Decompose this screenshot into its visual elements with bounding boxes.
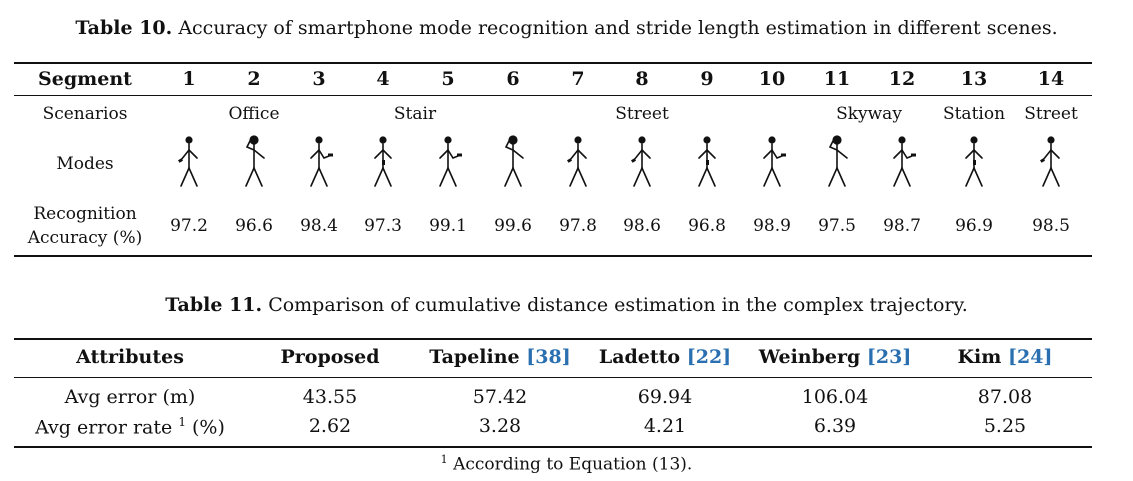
accuracy-value: 98.9	[753, 216, 791, 236]
segment-number: 1	[182, 68, 196, 90]
table10-header-rule	[14, 95, 1092, 96]
tapeline-header: Tapeline [38]	[415, 346, 585, 368]
ladetto-header: Ladetto [22]	[585, 346, 745, 368]
accuracy-label-line1: Recognition	[33, 204, 137, 224]
calling-mode-figure-icon	[492, 134, 534, 190]
scenario-label: Skyway	[836, 104, 902, 124]
row-label-text: Avg error rate	[35, 416, 173, 439]
table11-header-rule	[14, 377, 1092, 378]
cell-value: 5.25	[983, 415, 1027, 437]
cell-value: 87.08	[977, 386, 1033, 408]
texting-mode-figure-icon	[427, 134, 469, 190]
accuracy-value: 99.6	[494, 216, 532, 236]
row-label: Avg error (m)	[64, 386, 196, 408]
table10-caption: Table 10. Accuracy of smartphone mode re…	[0, 17, 1133, 39]
accuracy-label-line2: Accuracy (%)	[27, 228, 143, 248]
cell-value: 106.04	[801, 386, 869, 408]
ladetto-citation[interactable]: [22]	[686, 346, 732, 368]
cell-value: 43.55	[302, 386, 358, 408]
row-label-unit: (%)	[192, 416, 225, 439]
segment-number: 8	[635, 68, 649, 90]
segment-header: Segment	[38, 68, 132, 90]
pocket-mode-figure-icon	[686, 134, 728, 190]
segment-number: 14	[1037, 68, 1065, 90]
texting-mode-figure-icon	[881, 134, 923, 190]
table11-caption-text: Comparison of cumulative distance estima…	[268, 294, 968, 316]
table11-bottom-rule	[14, 446, 1092, 448]
swing-mode-figure-icon	[168, 134, 210, 190]
scenario-label: Street	[615, 104, 669, 124]
kim-header: Kim [24]	[930, 346, 1080, 368]
table10-top-rule	[14, 62, 1092, 64]
accuracy-value: 97.3	[364, 216, 402, 236]
swing-mode-figure-icon	[557, 134, 599, 190]
scenario-label: Stair	[393, 104, 437, 124]
segment-number: 2	[247, 68, 261, 90]
proposed-header: Proposed	[280, 346, 380, 368]
pocket-mode-figure-icon	[362, 134, 404, 190]
segment-number: 6	[506, 68, 520, 90]
swing-mode-figure-icon	[621, 134, 663, 190]
segment-number: 5	[441, 68, 455, 90]
table10-bottom-rule	[14, 255, 1092, 257]
swing-mode-figure-icon	[1030, 134, 1072, 190]
accuracy-value: 98.6	[623, 216, 661, 236]
kim-citation[interactable]: [24]	[1008, 346, 1053, 368]
accuracy-value: 96.9	[955, 216, 993, 236]
segment-number: 3	[312, 68, 326, 90]
segment-number: 4	[376, 68, 390, 90]
table11-caption: Table 11. Comparison of cumulative dista…	[0, 294, 1133, 316]
accuracy-value: 97.2	[170, 216, 208, 236]
accuracy-value: 98.4	[300, 216, 338, 236]
footnote-text: According to Equation (13).	[453, 454, 693, 475]
accuracy-value: 97.8	[559, 216, 597, 236]
pocket-mode-figure-icon	[953, 134, 995, 190]
segment-number: 10	[758, 68, 786, 90]
scenario-label: Street	[1024, 104, 1078, 124]
accuracy-value: 97.5	[818, 216, 856, 236]
cell-value: 2.62	[308, 415, 352, 437]
table11-footnote: 1 According to Equation (13).	[0, 453, 1133, 475]
table11-top-rule	[14, 338, 1092, 340]
table11-caption-label: Table 11.	[165, 294, 263, 316]
tapeline-citation[interactable]: [38]	[526, 346, 571, 368]
cell-value: 6.39	[813, 415, 857, 437]
ladetto-name: Ladetto	[598, 346, 681, 368]
footnote-mark: 1	[440, 453, 448, 466]
segment-number: 7	[571, 68, 585, 90]
row-label: Avg error rate 1 (%)	[20, 415, 240, 438]
weinberg-citation[interactable]: [23]	[866, 346, 912, 368]
segment-number: 11	[823, 68, 851, 90]
accuracy-value: 98.5	[1032, 216, 1070, 236]
texting-mode-figure-icon	[298, 134, 340, 190]
table10-caption-label: Table 10.	[75, 17, 173, 39]
accuracy-value: 98.7	[883, 216, 921, 236]
scenario-label: Station	[942, 104, 1006, 124]
table10-caption-text: Accuracy of smartphone mode recognition …	[178, 17, 1058, 39]
calling-mode-figure-icon	[233, 134, 275, 190]
accuracy-value: 96.6	[235, 216, 273, 236]
weinberg-header: Weinberg [23]	[745, 346, 925, 368]
kim-name: Kim	[957, 346, 1002, 368]
accuracy-value: 99.1	[429, 216, 467, 236]
scenarios-label: Scenarios	[42, 104, 128, 124]
texting-mode-figure-icon	[751, 134, 793, 190]
tapeline-name: Tapeline	[429, 346, 520, 368]
attributes-header: Attributes	[76, 346, 184, 368]
accuracy-value: 96.8	[688, 216, 726, 236]
modes-label: Modes	[56, 154, 114, 174]
segment-number: 12	[888, 68, 916, 90]
cell-value: 3.28	[478, 415, 522, 437]
calling-mode-figure-icon	[816, 134, 858, 190]
cell-value: 4.21	[643, 415, 687, 437]
footnote-marker: 1	[178, 415, 186, 429]
segment-number: 9	[700, 68, 714, 90]
scenario-label: Office	[228, 104, 280, 124]
cell-value: 69.94	[637, 386, 693, 408]
cell-value: 57.42	[472, 386, 528, 408]
weinberg-name: Weinberg	[758, 346, 861, 368]
segment-number: 13	[960, 68, 988, 90]
